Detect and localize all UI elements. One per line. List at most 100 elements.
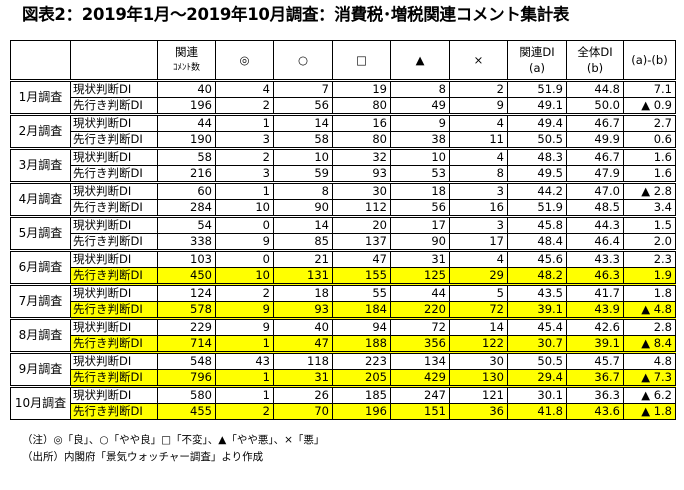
value-cell: 14 xyxy=(273,215,333,234)
table-row: 7月調査 現状判断DI 124 2 18 55 44 5 43.5 41.7 1.8 xyxy=(10,283,676,319)
value-cell: 121 xyxy=(449,385,508,404)
value-cell: 122 xyxy=(449,335,508,353)
value-cell: 46.7 xyxy=(566,147,624,166)
table-row: 3月調査 現状判断DI 58 2 10 32 10 4 48.3 46.7 1.6 xyxy=(10,147,676,183)
value-cell: 1.6 xyxy=(623,165,676,183)
value-cell: 50.5 xyxy=(507,351,567,370)
value-cell: 1.8 xyxy=(623,283,676,302)
value-cell: 229 xyxy=(157,317,216,336)
value-cell: 2.8 xyxy=(623,317,676,336)
month-label: 2月調査 xyxy=(10,113,71,149)
header-text: 全体DI xyxy=(577,45,613,59)
value-cell: ▲ 6.2 xyxy=(623,385,676,404)
value-cell: 72 xyxy=(449,301,508,319)
month-label: 1月調査 xyxy=(10,79,71,115)
month-label: 10月調査 xyxy=(10,385,71,420)
value-cell: 134 xyxy=(390,351,450,370)
value-cell: 8 xyxy=(273,181,333,200)
di-type-label: 先行き判断DI xyxy=(70,335,158,353)
di-type-label: 先行き判断DI xyxy=(70,403,158,420)
value-cell: 578 xyxy=(157,301,216,319)
month-label: 6月調査 xyxy=(10,249,71,285)
value-cell: 155 xyxy=(332,267,391,285)
page-title: 図表2：2019年1月～2019年10月調査：消費税･増税関連コメント集計表 xyxy=(22,5,570,24)
di-type-label: 現状判断DI xyxy=(70,181,158,200)
value-cell: 14 xyxy=(449,317,508,336)
value-cell: 85 xyxy=(273,233,333,251)
value-cell: 3 xyxy=(449,181,508,200)
value-cell: 44 xyxy=(390,283,450,302)
value-cell: 3 xyxy=(215,165,274,183)
value-cell: 3 xyxy=(449,215,508,234)
value-cell: 53 xyxy=(390,165,450,183)
value-cell: 39.1 xyxy=(507,301,567,319)
value-cell: 30.1 xyxy=(507,385,567,404)
di-type-label: 現状判断DI xyxy=(70,79,158,98)
value-cell: 93 xyxy=(273,301,333,319)
value-cell: 43.5 xyxy=(507,283,567,302)
value-cell: ▲ 0.9 xyxy=(623,97,676,115)
value-cell: 356 xyxy=(390,335,450,353)
value-cell: 103 xyxy=(157,249,216,268)
header-worse: ▲ xyxy=(390,40,450,81)
value-cell: 151 xyxy=(390,403,450,420)
value-cell: 429 xyxy=(390,369,450,387)
di-type-label: 先行き判断DI xyxy=(70,131,158,149)
value-cell: 16 xyxy=(449,199,508,217)
header-text: (b) xyxy=(586,61,604,75)
value-cell: 4 xyxy=(449,113,508,132)
table-row: 先行き判断DI 714 1 47 188 356 122 30.7 39.1 ▲ 8.4 xyxy=(11,335,676,353)
value-cell: 3.4 xyxy=(623,199,676,217)
value-cell: 10 xyxy=(273,147,333,166)
value-cell: 58 xyxy=(273,131,333,149)
notes: （注）◎「良」、○「やや良」□「不変」、▲「やや悪」、×「悪」 （出所）内閣府「… xyxy=(22,432,684,466)
table-row: 10月調査 現状判断DI 580 1 26 185 247 121 30.1 36.3 ▲ 6.2 xyxy=(10,385,676,420)
header-same: □ xyxy=(332,40,391,81)
value-cell: 60 xyxy=(157,181,216,200)
value-cell: 188 xyxy=(332,335,391,353)
comment-summary-table: 関連 ｺﾒﾝﾄ数 ◎ ○ □ ▲ × 関連DI (a) 全体DI (b) (a)-(b… xyxy=(10,40,676,420)
value-cell: 45.7 xyxy=(566,351,624,370)
value-cell: 30 xyxy=(332,181,391,200)
value-cell: 16 xyxy=(332,113,391,132)
value-cell: 196 xyxy=(157,97,216,115)
table-row: 先行き判断DI 284 10 90 112 56 16 51.9 48.5 3.4 xyxy=(11,199,676,217)
table-row: 9月調査 現状判断DI 548 43 118 223 134 30 50.5 45.7 4.8 xyxy=(10,351,676,387)
header-related-di: 関連DI (a) xyxy=(507,40,567,81)
value-cell: 9 xyxy=(215,301,274,319)
value-cell: 30.7 xyxy=(507,335,567,353)
value-cell: 47.0 xyxy=(566,181,624,200)
value-cell: 40 xyxy=(273,317,333,336)
value-cell: 9 xyxy=(215,233,274,251)
header-blank xyxy=(70,40,158,81)
di-type-label: 現状判断DI xyxy=(70,147,158,166)
value-cell: 45.4 xyxy=(507,317,567,336)
value-cell: 0 xyxy=(215,249,274,268)
value-cell: 10 xyxy=(390,147,450,166)
value-cell: 130 xyxy=(449,369,508,387)
value-cell: 4.8 xyxy=(623,351,676,370)
value-cell: 1.9 xyxy=(623,267,676,285)
value-cell: ▲ 2.8 xyxy=(623,181,676,200)
header-text: 関連 xyxy=(175,45,198,59)
value-cell: 1 xyxy=(215,385,274,404)
di-type-label: 先行き判断DI xyxy=(70,301,158,319)
value-cell: 1 xyxy=(215,113,274,132)
header-comment-count: 関連 ｺﾒﾝﾄ数 xyxy=(157,40,216,81)
value-cell: 4 xyxy=(449,147,508,166)
page: 図表2：2019年1月～2019年10月調査：消費税･増税関連コメント集計表 関… xyxy=(10,5,684,466)
value-cell: ▲ 1.8 xyxy=(623,403,676,420)
value-cell: 338 xyxy=(157,233,216,251)
month-label: 8月調査 xyxy=(10,317,71,353)
month-label: 7月調査 xyxy=(10,283,71,319)
note-source: （出所）内閣府「景気ウォッチャー調査」より作成 xyxy=(22,451,264,463)
table-row: 先行き判断DI 578 9 93 184 220 72 39.1 43.9 ▲ 4.8 xyxy=(11,301,676,319)
header-diff: (a)-(b) xyxy=(623,40,676,81)
value-cell: 796 xyxy=(157,369,216,387)
value-cell: 284 xyxy=(157,199,216,217)
month-label: 4月調査 xyxy=(10,181,71,217)
value-cell: 20 xyxy=(332,215,391,234)
header-text: 関連DI xyxy=(519,45,555,59)
value-cell: 90 xyxy=(390,233,450,251)
value-cell: 56 xyxy=(390,199,450,217)
